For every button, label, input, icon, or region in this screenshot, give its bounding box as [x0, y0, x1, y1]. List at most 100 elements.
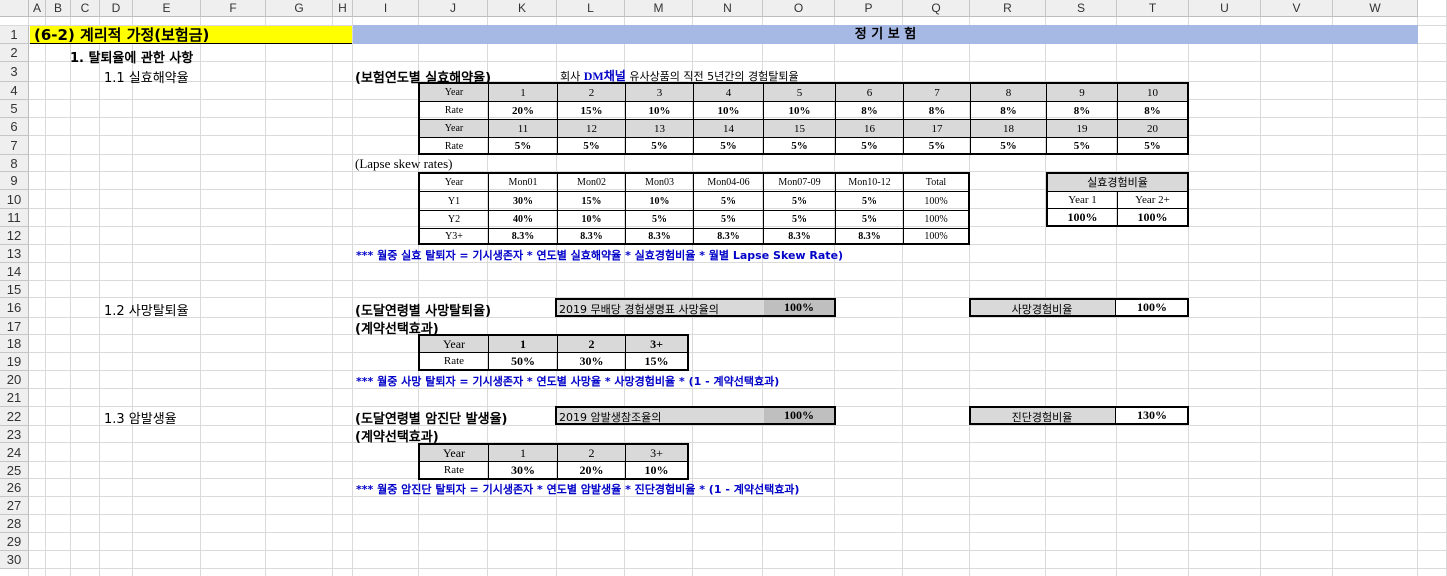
lapse-rate-cell[interactable]: 5%: [694, 138, 764, 155]
lapse-rate-cell[interactable]: 5%: [971, 138, 1047, 155]
skew-header-cell[interactable]: Mon07-09: [764, 174, 836, 192]
row-header-5[interactable]: 5: [0, 100, 29, 118]
row-header-26[interactable]: 26: [0, 479, 29, 497]
column-header-F[interactable]: F: [201, 0, 266, 17]
column-header-R[interactable]: R: [970, 0, 1046, 17]
row-header-1[interactable]: 1: [0, 26, 29, 44]
skew-cell[interactable]: 5%: [764, 211, 836, 229]
skew-cell[interactable]: 8.3%: [489, 229, 558, 245]
sel-rate-cell[interactable]: 30%: [558, 353, 626, 369]
lapse-row-label[interactable]: Rate: [420, 102, 489, 120]
lapse-exp-value[interactable]: 100%: [1137, 210, 1168, 224]
lapse-row-label[interactable]: Year: [420, 84, 489, 102]
skew-header-cell[interactable]: Total: [904, 174, 968, 192]
sel-rate-label[interactable]: Rate: [420, 353, 489, 369]
lapse-rate-cell[interactable]: 10%: [626, 102, 694, 120]
column-header-S[interactable]: S: [1046, 0, 1117, 17]
lapse-row-label[interactable]: Year: [420, 120, 489, 138]
banner-cell[interactable]: [353, 25, 1418, 44]
row-header-25[interactable]: 25: [0, 462, 29, 479]
lapse-year-cell[interactable]: 13: [626, 120, 694, 138]
lapse-year-cell[interactable]: 15: [764, 120, 836, 138]
sel-year-label[interactable]: Year: [420, 445, 489, 462]
column-header-E[interactable]: E: [133, 0, 201, 17]
column-header-L[interactable]: L: [557, 0, 625, 17]
skew-cell[interactable]: Y1: [420, 192, 489, 211]
lapse-year-cell[interactable]: 18: [971, 120, 1047, 138]
row-header-18[interactable]: 18: [0, 335, 29, 353]
column-header-C[interactable]: C: [71, 0, 100, 17]
row-header-22[interactable]: 22: [0, 407, 29, 426]
row-header-4[interactable]: 4: [0, 82, 29, 100]
column-header-N[interactable]: N: [693, 0, 763, 17]
lapse-rate-cell[interactable]: 15%: [558, 102, 626, 120]
lapse-rate-cell[interactable]: 5%: [836, 138, 904, 155]
row-header-11[interactable]: 11: [0, 209, 29, 227]
lapse-rate-cell[interactable]: 5%: [558, 138, 626, 155]
row-header-6[interactable]: 6: [0, 118, 29, 136]
lapse-rate-cell[interactable]: 5%: [1144, 140, 1161, 152]
column-header-I[interactable]: I: [353, 0, 419, 17]
column-header-Q[interactable]: Q: [903, 0, 970, 17]
column-header-O[interactable]: O: [763, 0, 835, 17]
skew-cell[interactable]: 100%: [924, 231, 948, 242]
skew-cell[interactable]: Y3+: [420, 229, 489, 245]
row-header-23[interactable]: 23: [0, 426, 29, 443]
skew-header-cell[interactable]: Mon10-12: [836, 174, 904, 192]
lapse-rate-cell[interactable]: 5%: [904, 138, 971, 155]
sel-year-cell[interactable]: 2: [558, 336, 626, 353]
column-header-T[interactable]: T: [1117, 0, 1189, 17]
lapse-rate-cell[interactable]: 8%: [836, 102, 904, 120]
skew-cell[interactable]: 10%: [558, 211, 626, 229]
column-header-H[interactable]: H: [333, 0, 353, 17]
skew-cell[interactable]: 100%: [904, 211, 968, 229]
row-header-28[interactable]: 28: [0, 515, 29, 533]
column-header-M[interactable]: M: [625, 0, 693, 17]
skew-cell[interactable]: 10%: [626, 192, 694, 211]
lapse-rate-cell[interactable]: 8%: [1118, 102, 1187, 120]
sel-year-cell[interactable]: 3+: [626, 336, 687, 353]
row-header-29[interactable]: 29: [0, 533, 29, 551]
row-header-12[interactable]: 12: [0, 227, 29, 245]
lapse-year-cell[interactable]: 17: [904, 120, 971, 138]
cancer-base-box[interactable]: [555, 406, 836, 425]
skew-cell[interactable]: 5%: [764, 192, 836, 211]
lapse-row-label[interactable]: Rate: [420, 138, 489, 155]
sel-rate-label[interactable]: Rate: [420, 462, 489, 478]
lapse-year-cell[interactable]: 7: [904, 84, 971, 102]
skew-cell[interactable]: 5%: [694, 192, 764, 211]
lapse-exp-title[interactable]: 실효경험비율: [1048, 174, 1187, 192]
lapse-rate-cell[interactable]: 10%: [764, 102, 836, 120]
column-header-K[interactable]: K: [488, 0, 557, 17]
row-header-14[interactable]: 14: [0, 263, 29, 281]
lapse-rate-cell[interactable]: 5%: [764, 138, 836, 155]
skew-cell[interactable]: 8.3%: [694, 229, 764, 245]
lapse-year-cell[interactable]: 16: [836, 120, 904, 138]
row-header-24[interactable]: 24: [0, 443, 29, 462]
lapse-rate-cell[interactable]: 8%: [904, 102, 971, 120]
column-header-J[interactable]: J: [419, 0, 488, 17]
lapse-exp-header[interactable]: Year 2+: [1118, 192, 1187, 209]
lapse-year-cell[interactable]: 14: [694, 120, 764, 138]
lapse-year-cell[interactable]: 8: [971, 84, 1047, 102]
death-base-box[interactable]: [555, 298, 836, 317]
select-all-corner[interactable]: [0, 0, 29, 17]
row-header-7[interactable]: 7: [0, 136, 29, 155]
skew-header-cell[interactable]: Mon04-06: [694, 174, 764, 192]
sel-rate-cell[interactable]: 50%: [489, 353, 558, 369]
row-header-19[interactable]: 19: [0, 353, 29, 371]
lapse-rate-cell[interactable]: 5%: [626, 138, 694, 155]
row-header-30[interactable]: 30: [0, 551, 29, 569]
sel-year-cell[interactable]: 3+: [626, 445, 687, 462]
lapse-year-cell[interactable]: 1: [489, 84, 558, 102]
row-header-9[interactable]: 9: [0, 172, 29, 190]
lapse-rate-cell[interactable]: 8%: [971, 102, 1047, 120]
skew-cell[interactable]: 30%: [489, 192, 558, 211]
lapse-year-cell[interactable]: 19: [1047, 120, 1118, 138]
skew-cell[interactable]: 40%: [489, 211, 558, 229]
skew-cell[interactable]: 100%: [904, 192, 968, 211]
column-header-A[interactable]: A: [29, 0, 46, 17]
sel-year-cell[interactable]: 1: [489, 336, 558, 353]
lapse-exp-value[interactable]: 100%: [1048, 209, 1118, 225]
lapse-year-cell[interactable]: 12: [558, 120, 626, 138]
